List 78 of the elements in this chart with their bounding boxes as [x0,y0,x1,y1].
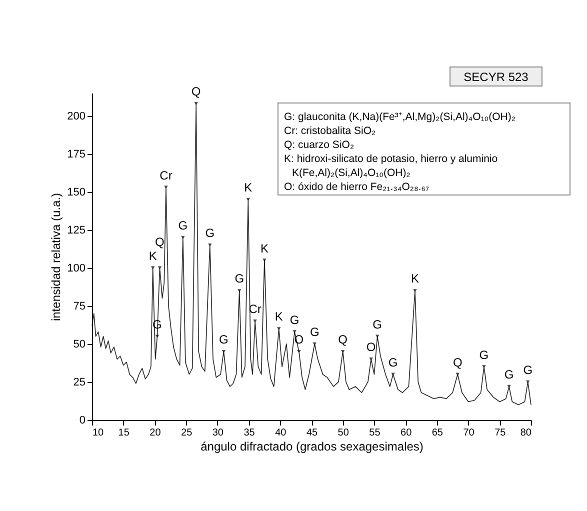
point [507,384,511,388]
x-tick-label: 40 [275,428,287,438]
x-tick-label: 30 [212,428,224,438]
point [181,236,185,240]
annotation: G [388,355,398,370]
x-tick-label: 80 [520,428,532,438]
annotation: K(Fe,Al)₂(Si,Al)₄O₁₀(OH)₂ [292,167,410,179]
line-series [92,102,532,406]
annotation: G [219,332,228,347]
annotation: K: hidroxi-silicato de potasio, hierro y aluminio [284,153,498,165]
annotation: K [274,310,283,324]
x-tick-label: 60 [400,428,412,438]
point [253,320,257,323]
x-tick-label: 45 [306,428,318,438]
x-tick-label: 10 [92,428,104,438]
x-tick-label: 20 [150,428,162,438]
annotation: G [372,317,382,332]
annotation: Cr [160,168,172,182]
annotation: G [504,368,514,382]
point [340,350,345,354]
y-tick-label: 0 [79,414,86,426]
x-axis-title: ángulo difractado (grados sexagesimales) [200,440,424,454]
point [292,330,296,334]
annotation: G [523,362,533,377]
annotation: G [290,312,300,327]
y-tick-label: 100 [67,262,86,274]
annotation: Q [155,234,164,249]
point [222,350,226,354]
x-tick-label: 35 [244,428,256,438]
text: SECYR 523 [464,70,529,84]
point [194,102,198,106]
point [369,358,373,361]
annotation: G [234,272,244,286]
x-tick-label: 55 [369,428,381,438]
point [413,289,417,292]
annotation: K [260,241,268,256]
x-tick-label: 70 [463,428,475,438]
point [238,289,242,292]
point [155,334,160,338]
x-tick-label: 25 [181,428,193,438]
y-tick-label: 75 [73,300,86,312]
annotation: O: óxido de hierro Fe₂₁.₃₄O₂₈.₆₇ [284,181,430,193]
annotation: G [205,226,215,240]
y-tick-label: 175 [67,148,86,160]
annotation: G: glauconita (K,Na)(Fe³⁺,Al,Mg)₂(Si,Al)₄O₁₀(OH)₂ [284,111,516,123]
x-tick-label: 65 [432,428,444,438]
point [482,365,486,368]
point [375,334,380,338]
y-tick-label: 25 [73,376,86,388]
annotation: Q [191,84,201,99]
annotation: K [148,248,157,263]
point [526,380,530,384]
y-tick-label: 150 [67,186,86,198]
point [164,186,168,189]
annotation: Q [338,332,348,347]
point [150,266,155,270]
point [312,342,317,346]
point [262,258,266,262]
point [297,350,301,354]
annotation: G [178,218,188,232]
x-tick-label: 15 [118,428,130,438]
annotation: G [310,324,320,339]
annotation: K [410,272,419,286]
annotation: G [479,348,489,362]
annotation: O [366,340,376,354]
point [208,243,212,247]
y-axis-title: intensidad relativa (u.a.) [49,192,64,322]
y-tick-label: 125 [67,224,86,236]
y-tick-label: 200 [67,110,86,122]
annotation: Q: cuarzo SiO₂ [284,139,354,151]
annotation: Q [452,355,462,370]
x-tick-label: 50 [338,428,350,438]
point [246,198,250,202]
y-tick-label: 50 [73,338,86,350]
annotation: Cr: cristobalita SiO₂ [284,125,376,137]
annotation: K [244,180,252,194]
point [277,327,281,330]
x-tick-label: 75 [494,428,506,438]
